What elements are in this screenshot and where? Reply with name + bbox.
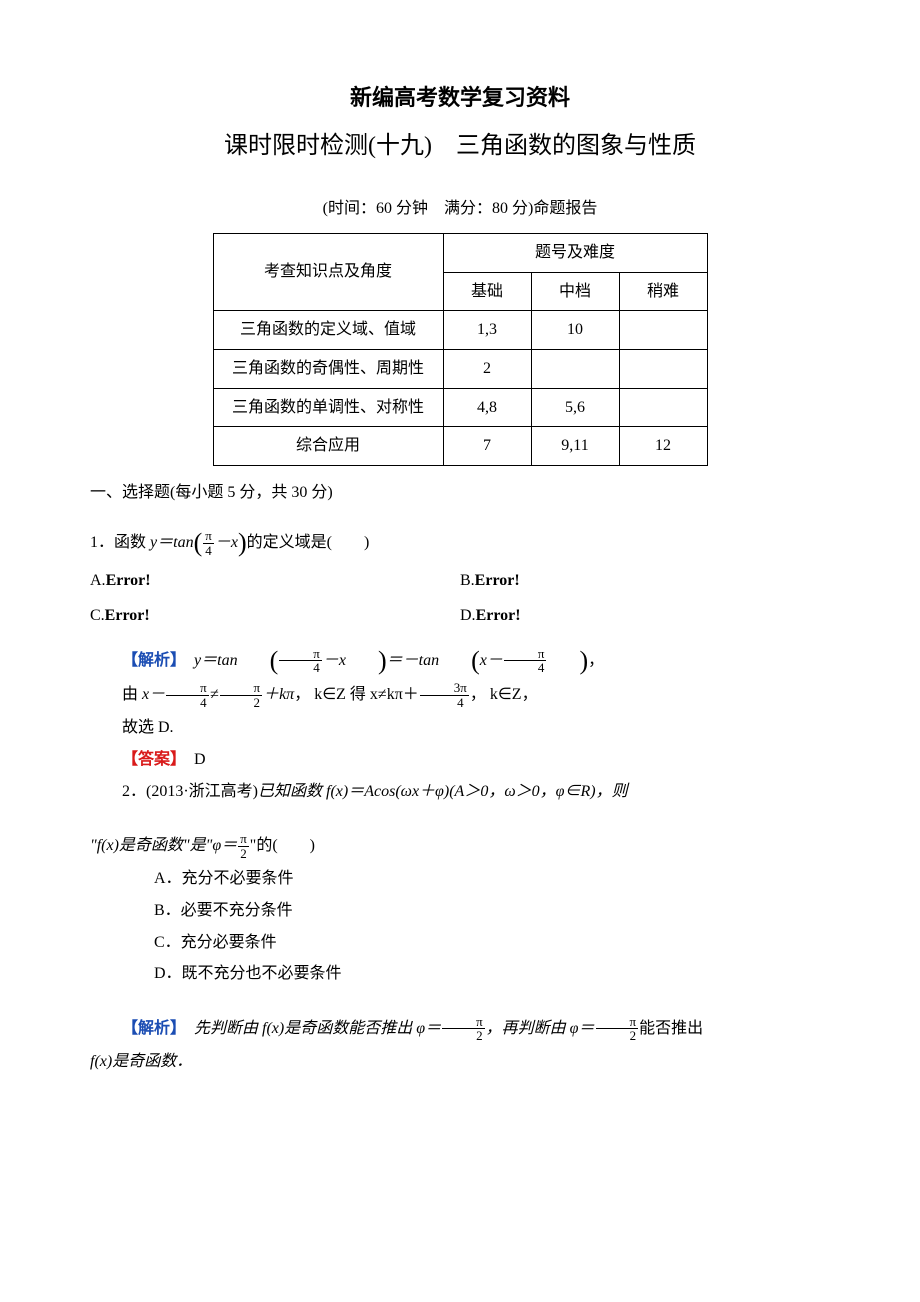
q2-opt-c: C．充分必要条件 bbox=[90, 930, 830, 956]
q2-text-a: 已知函数 f(x)＝Acos(ωx＋φ)(A＞0，ω＞0，φ∈R)，则 bbox=[258, 783, 628, 800]
frac-pi-4: π4 bbox=[279, 647, 322, 675]
th-col-0: 基础 bbox=[443, 272, 531, 311]
analysis-label: 【解析】 bbox=[122, 1020, 178, 1037]
cell bbox=[619, 311, 707, 350]
frac-pi-4: π4 bbox=[203, 529, 214, 557]
q1-text-b: 的定义域是( ) bbox=[247, 534, 370, 551]
frac-pi-2: π2 bbox=[442, 1015, 485, 1043]
paren-open: ( bbox=[194, 530, 203, 556]
q2-text-c: "的( ) bbox=[250, 837, 315, 854]
math: x bbox=[231, 534, 238, 551]
q2-opt-a: A．充分不必要条件 bbox=[90, 866, 830, 892]
q2-src: (2013·浙江高考) bbox=[146, 783, 258, 800]
math: y＝tan bbox=[194, 652, 238, 669]
q1-opt-a: A.Error! bbox=[90, 568, 460, 594]
q1-opt-b: B.Error! bbox=[460, 568, 830, 594]
answer-label: 【答案】 bbox=[122, 751, 178, 768]
q1-opt-d: D.Error! bbox=[460, 603, 830, 629]
q1-analysis: 【解析】 y＝tan(π4－x)＝－tan(x－π4)， bbox=[90, 647, 830, 675]
frac-3pi-4: 3π4 bbox=[420, 681, 469, 709]
answer-choice: D bbox=[194, 751, 206, 768]
q1-options-row1: A.Error! B.Error! bbox=[90, 568, 830, 594]
cell-topic: 三角函数的单调性、对称性 bbox=[213, 388, 443, 427]
analysis-label: 【解析】 bbox=[122, 652, 178, 669]
table-row: 综合应用 7 9,11 12 bbox=[213, 427, 707, 466]
cell: 12 bbox=[619, 427, 707, 466]
table-row: 三角函数的单调性、对称性 4,8 5,6 bbox=[213, 388, 707, 427]
th-col-1: 中档 bbox=[531, 272, 619, 311]
cell: 1,3 bbox=[443, 311, 531, 350]
th-col-2: 稍难 bbox=[619, 272, 707, 311]
frac-pi-4: π4 bbox=[166, 681, 209, 709]
frac-pi-2: π2 bbox=[238, 832, 249, 860]
paren-open: ( bbox=[439, 648, 480, 674]
math: y＝tan bbox=[150, 534, 194, 551]
th-group: 题号及难度 bbox=[443, 234, 707, 273]
paren-close: ) bbox=[346, 648, 387, 674]
q2-opt-d: D．既不充分也不必要条件 bbox=[90, 961, 830, 987]
meta-line: (时间：60 分钟 满分：80 分)命题报告 bbox=[90, 196, 830, 222]
q2-cont: "f(x)是奇函数"是"φ＝π2"的( ) bbox=[90, 832, 830, 860]
q2-opt-b: B．必要不充分条件 bbox=[90, 898, 830, 924]
q2-analysis-2: f(x)是奇函数． bbox=[90, 1049, 830, 1075]
th-topic: 考查知识点及角度 bbox=[213, 234, 443, 311]
q1-answer: 【答案】 D bbox=[90, 747, 830, 773]
paren-close: ) bbox=[238, 530, 247, 556]
cell-topic: 三角函数的奇偶性、周期性 bbox=[213, 349, 443, 388]
q2-analysis: 【解析】 先判断由 f(x)是奇函数能否推出 φ＝π2，再判断由 φ＝π2能否推… bbox=[90, 1015, 830, 1043]
q2-text-b: "f(x)是奇函数"是"φ＝ bbox=[90, 837, 237, 854]
cell: 5,6 bbox=[531, 388, 619, 427]
q1-opt-c: C.Error! bbox=[90, 603, 460, 629]
frac-pi-4: π4 bbox=[504, 647, 547, 675]
cell: 4,8 bbox=[443, 388, 531, 427]
cell: 7 bbox=[443, 427, 531, 466]
section-head: 一、选择题(每小题 5 分，共 30 分) bbox=[90, 480, 830, 506]
cell: 10 bbox=[531, 311, 619, 350]
report-table: 考查知识点及角度 题号及难度 基础 中档 稍难 三角函数的定义域、值域 1,3 … bbox=[213, 233, 708, 466]
paren-open: ( bbox=[238, 648, 279, 674]
cell-topic: 综合应用 bbox=[213, 427, 443, 466]
paren-close: ) bbox=[547, 648, 588, 674]
q2: 2．(2013·浙江高考)已知函数 f(x)＝Acos(ωx＋φ)(A＞0，ω＞… bbox=[90, 779, 830, 805]
table-row: 三角函数的奇偶性、周期性 2 bbox=[213, 349, 707, 388]
q2-num: 2． bbox=[122, 783, 146, 800]
cell: 2 bbox=[443, 349, 531, 388]
math: － bbox=[215, 534, 231, 551]
table-row: 三角函数的定义域、值域 1,3 10 bbox=[213, 311, 707, 350]
q1-analysis-2: 由 x－π4≠π2＋kπ， k∈Z 得 x≠kπ＋3π4， k∈Z， bbox=[90, 681, 830, 709]
cell bbox=[619, 349, 707, 388]
cell bbox=[531, 349, 619, 388]
title-sub: 课时限时检测(十九) 三角函数的图象与性质 bbox=[90, 127, 830, 165]
frac-pi-2: π2 bbox=[596, 1015, 639, 1043]
title-main: 新编高考数学复习资料 bbox=[90, 80, 830, 115]
q1: 1．函数 y＝tan(π4－x)的定义域是( ) bbox=[90, 529, 830, 557]
q1-analysis-3: 故选 D. bbox=[90, 715, 830, 741]
cell-topic: 三角函数的定义域、值域 bbox=[213, 311, 443, 350]
q1-text-a: 函数 bbox=[114, 534, 150, 551]
cell bbox=[619, 388, 707, 427]
q1-num: 1． bbox=[90, 534, 114, 551]
q1-options-row2: C.Error! D.Error! bbox=[90, 603, 830, 629]
frac-pi-2: π2 bbox=[220, 681, 263, 709]
cell: 9,11 bbox=[531, 427, 619, 466]
